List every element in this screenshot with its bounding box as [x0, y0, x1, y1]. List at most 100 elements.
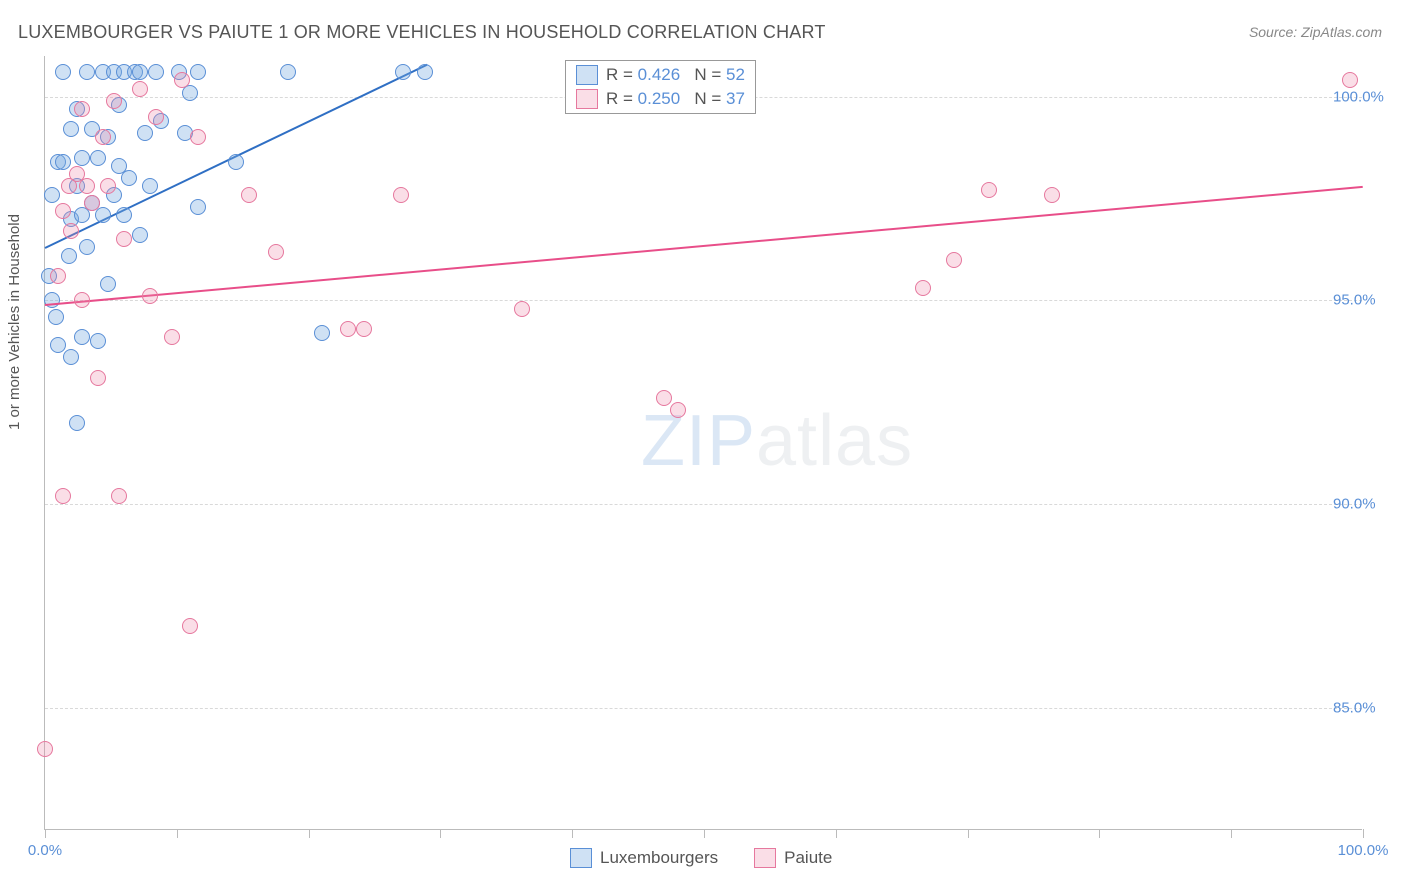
- scatter-point: [132, 64, 148, 80]
- y-tick-label: 95.0%: [1333, 292, 1406, 309]
- legend-series-name: Paiute: [784, 848, 832, 868]
- scatter-point: [314, 325, 330, 341]
- x-tick-label: 100.0%: [1338, 842, 1389, 859]
- legend-row: R = 0.250 N = 37: [576, 89, 745, 109]
- scatter-point: [280, 64, 296, 80]
- y-tick-label: 100.0%: [1333, 88, 1406, 105]
- scatter-point: [63, 121, 79, 137]
- scatter-point: [417, 64, 433, 80]
- scatter-point: [100, 178, 116, 194]
- scatter-point: [61, 248, 77, 264]
- scatter-point: [63, 349, 79, 365]
- scatter-point: [142, 288, 158, 304]
- correlation-legend: R = 0.426 N = 52 R = 0.250 N = 37: [565, 60, 756, 114]
- scatter-point: [164, 329, 180, 345]
- scatter-point: [44, 187, 60, 203]
- x-tick: [1099, 829, 1100, 838]
- scatter-point: [356, 321, 372, 337]
- scatter-point: [1044, 187, 1060, 203]
- scatter-point: [142, 178, 158, 194]
- scatter-point: [116, 231, 132, 247]
- scatter-point: [37, 741, 53, 757]
- gridline-h: [45, 300, 1362, 301]
- scatter-point: [116, 207, 132, 223]
- scatter-point: [241, 187, 257, 203]
- y-tick-label: 90.0%: [1333, 496, 1406, 513]
- legend-swatch: [570, 848, 592, 868]
- scatter-point: [174, 72, 190, 88]
- scatter-point: [74, 101, 90, 117]
- legend-item: Paiute: [754, 848, 832, 868]
- trendline: [45, 186, 1363, 306]
- legend-row: R = 0.426 N = 52: [576, 65, 745, 85]
- watermark-atlas: atlas: [756, 401, 913, 481]
- legend-swatch: [754, 848, 776, 868]
- legend-swatch: [576, 89, 598, 109]
- scatter-point: [148, 64, 164, 80]
- scatter-point: [55, 203, 71, 219]
- scatter-point: [95, 129, 111, 145]
- scatter-point: [670, 402, 686, 418]
- scatter-point: [74, 150, 90, 166]
- scatter-point: [981, 182, 997, 198]
- scatter-point: [946, 252, 962, 268]
- scatter-point: [55, 488, 71, 504]
- x-tick: [704, 829, 705, 838]
- scatter-point: [74, 292, 90, 308]
- scatter-point: [90, 333, 106, 349]
- x-tick: [1231, 829, 1232, 838]
- x-tick: [968, 829, 969, 838]
- x-tick: [309, 829, 310, 838]
- source-attribution: Source: ZipAtlas.com: [1249, 24, 1382, 40]
- scatter-point: [50, 268, 66, 284]
- scatter-point: [50, 337, 66, 353]
- scatter-point: [190, 199, 206, 215]
- scatter-point: [190, 129, 206, 145]
- scatter-point: [268, 244, 284, 260]
- scatter-point: [148, 109, 164, 125]
- scatter-point: [79, 64, 95, 80]
- scatter-point: [340, 321, 356, 337]
- y-axis-label: 1 or more Vehicles in Household: [6, 214, 23, 430]
- legend-stat-text: R = 0.426 N = 52: [606, 65, 745, 85]
- scatter-point: [190, 64, 206, 80]
- scatter-point: [132, 227, 148, 243]
- watermark-zip: ZIP: [641, 401, 756, 481]
- series-legend: Luxembourgers Paiute: [570, 848, 832, 868]
- scatter-point: [55, 154, 71, 170]
- scatter-plot-area: ZIPatlas 85.0%90.0%95.0%100.0%0.0%100.0%: [44, 56, 1362, 830]
- x-tick: [177, 829, 178, 838]
- x-tick: [572, 829, 573, 838]
- x-tick: [836, 829, 837, 838]
- scatter-point: [1342, 72, 1358, 88]
- scatter-point: [514, 301, 530, 317]
- scatter-point: [111, 488, 127, 504]
- scatter-point: [137, 125, 153, 141]
- legend-swatch: [576, 65, 598, 85]
- scatter-point: [79, 178, 95, 194]
- gridline-h: [45, 708, 1362, 709]
- scatter-point: [132, 81, 148, 97]
- scatter-point: [106, 93, 122, 109]
- scatter-point: [656, 390, 672, 406]
- legend-item: Luxembourgers: [570, 848, 718, 868]
- scatter-point: [228, 154, 244, 170]
- gridline-h: [45, 504, 1362, 505]
- scatter-point: [69, 415, 85, 431]
- scatter-point: [95, 207, 111, 223]
- x-tick: [440, 829, 441, 838]
- scatter-point: [915, 280, 931, 296]
- scatter-point: [74, 329, 90, 345]
- scatter-point: [63, 223, 79, 239]
- scatter-point: [121, 170, 137, 186]
- x-tick: [1363, 829, 1364, 838]
- legend-stat-text: R = 0.250 N = 37: [606, 89, 745, 109]
- scatter-point: [393, 187, 409, 203]
- y-tick-label: 85.0%: [1333, 699, 1406, 716]
- legend-series-name: Luxembourgers: [600, 848, 718, 868]
- scatter-point: [55, 64, 71, 80]
- scatter-point: [79, 239, 95, 255]
- scatter-point: [44, 292, 60, 308]
- scatter-point: [100, 276, 116, 292]
- scatter-point: [90, 150, 106, 166]
